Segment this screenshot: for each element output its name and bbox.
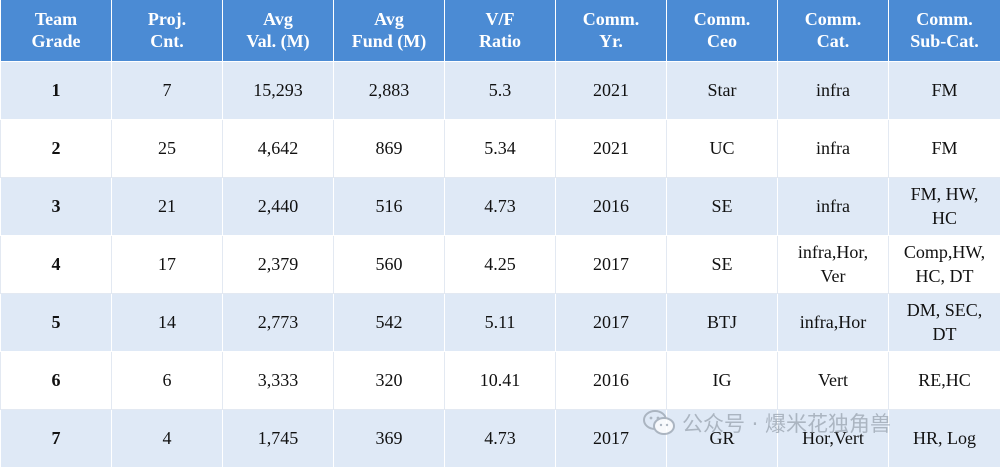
cell-proj-cnt: 14 — [112, 293, 223, 351]
cell-comm-sub-cat: Comp,HW, HC, DT — [889, 235, 1000, 293]
cell-vf-ratio: 5.34 — [445, 119, 556, 177]
cell-comm-yr: 2017 — [556, 409, 667, 467]
table-row: 3 21 2,440 516 4.73 2016 SE infra FM, HW… — [1, 177, 1000, 235]
cell-avg-val: 4,642 — [223, 119, 334, 177]
cell-comm-yr: 2016 — [556, 351, 667, 409]
cell-proj-cnt: 17 — [112, 235, 223, 293]
cell-comm-sub-cat: DM, SEC, DT — [889, 293, 1000, 351]
header-team-grade: Team Grade — [1, 0, 112, 61]
cell-comm-cat: Hor,Vert — [778, 409, 889, 467]
cell-comm-sub-cat: HR, Log — [889, 409, 1000, 467]
cell-comm-yr: 2021 — [556, 119, 667, 177]
cell-team-grade: 2 — [1, 119, 112, 177]
cell-vf-ratio: 5.3 — [445, 61, 556, 119]
cell-comm-sub-cat: RE,HC — [889, 351, 1000, 409]
header-comm-ceo: Comm. Ceo — [667, 0, 778, 61]
cell-team-grade: 1 — [1, 61, 112, 119]
cell-comm-cat: infra — [778, 177, 889, 235]
cell-avg-val: 15,293 — [223, 61, 334, 119]
cell-avg-fund: 369 — [334, 409, 445, 467]
cell-team-grade: 3 — [1, 177, 112, 235]
cell-comm-sub-cat: FM — [889, 61, 1000, 119]
header-comm-cat: Comm. Cat. — [778, 0, 889, 61]
header-comm-sub-cat: Comm. Sub-Cat. — [889, 0, 1000, 61]
cell-team-grade: 6 — [1, 351, 112, 409]
cell-proj-cnt: 21 — [112, 177, 223, 235]
table-row: 7 4 1,745 369 4.73 2017 GR Hor,Vert HR, … — [1, 409, 1000, 467]
cell-avg-fund: 869 — [334, 119, 445, 177]
cell-comm-ceo: Star — [667, 61, 778, 119]
table-row: 6 6 3,333 320 10.41 2016 IG Vert RE,HC — [1, 351, 1000, 409]
cell-avg-fund: 560 — [334, 235, 445, 293]
header-vf-ratio: V/F Ratio — [445, 0, 556, 61]
cell-avg-val: 2,773 — [223, 293, 334, 351]
cell-team-grade: 7 — [1, 409, 112, 467]
table-row: 2 25 4,642 869 5.34 2021 UC infra FM — [1, 119, 1000, 177]
cell-comm-ceo: SE — [667, 235, 778, 293]
cell-comm-yr: 2021 — [556, 61, 667, 119]
cell-avg-fund: 2,883 — [334, 61, 445, 119]
cell-vf-ratio: 4.25 — [445, 235, 556, 293]
header-proj-cnt: Proj. Cnt. — [112, 0, 223, 61]
table-row: 1 7 15,293 2,883 5.3 2021 Star infra FM — [1, 61, 1000, 119]
cell-vf-ratio: 4.73 — [445, 409, 556, 467]
header-avg-val: Avg Val. (M) — [223, 0, 334, 61]
cell-comm-yr: 2017 — [556, 293, 667, 351]
cell-comm-ceo: UC — [667, 119, 778, 177]
cell-avg-val: 2,440 — [223, 177, 334, 235]
cell-comm-cat: infra,Hor, Ver — [778, 235, 889, 293]
cell-vf-ratio: 10.41 — [445, 351, 556, 409]
cell-comm-cat: infra — [778, 61, 889, 119]
cell-comm-cat: infra — [778, 119, 889, 177]
cell-avg-fund: 516 — [334, 177, 445, 235]
cell-comm-sub-cat: FM — [889, 119, 1000, 177]
cell-avg-fund: 320 — [334, 351, 445, 409]
cell-avg-val: 1,745 — [223, 409, 334, 467]
cell-comm-yr: 2017 — [556, 235, 667, 293]
cell-comm-ceo: SE — [667, 177, 778, 235]
header-avg-fund: Avg Fund (M) — [334, 0, 445, 61]
table-row: 5 14 2,773 542 5.11 2017 BTJ infra,Hor D… — [1, 293, 1000, 351]
table-row: 4 17 2,379 560 4.25 2017 SE infra,Hor, V… — [1, 235, 1000, 293]
cell-team-grade: 4 — [1, 235, 112, 293]
cell-comm-cat: infra,Hor — [778, 293, 889, 351]
cell-comm-cat: Vert — [778, 351, 889, 409]
cell-comm-sub-cat: FM, HW, HC — [889, 177, 1000, 235]
cell-proj-cnt: 25 — [112, 119, 223, 177]
cell-avg-fund: 542 — [334, 293, 445, 351]
cell-proj-cnt: 6 — [112, 351, 223, 409]
cell-vf-ratio: 4.73 — [445, 177, 556, 235]
cell-comm-ceo: GR — [667, 409, 778, 467]
cell-proj-cnt: 7 — [112, 61, 223, 119]
header-row: Team Grade Proj. Cnt. Avg Val. (M) Avg F… — [1, 0, 1000, 61]
cell-comm-ceo: BTJ — [667, 293, 778, 351]
cell-proj-cnt: 4 — [112, 409, 223, 467]
cell-avg-val: 3,333 — [223, 351, 334, 409]
cell-comm-ceo: IG — [667, 351, 778, 409]
cell-vf-ratio: 5.11 — [445, 293, 556, 351]
cell-team-grade: 5 — [1, 293, 112, 351]
header-comm-yr: Comm. Yr. — [556, 0, 667, 61]
cell-avg-val: 2,379 — [223, 235, 334, 293]
cell-comm-yr: 2016 — [556, 177, 667, 235]
